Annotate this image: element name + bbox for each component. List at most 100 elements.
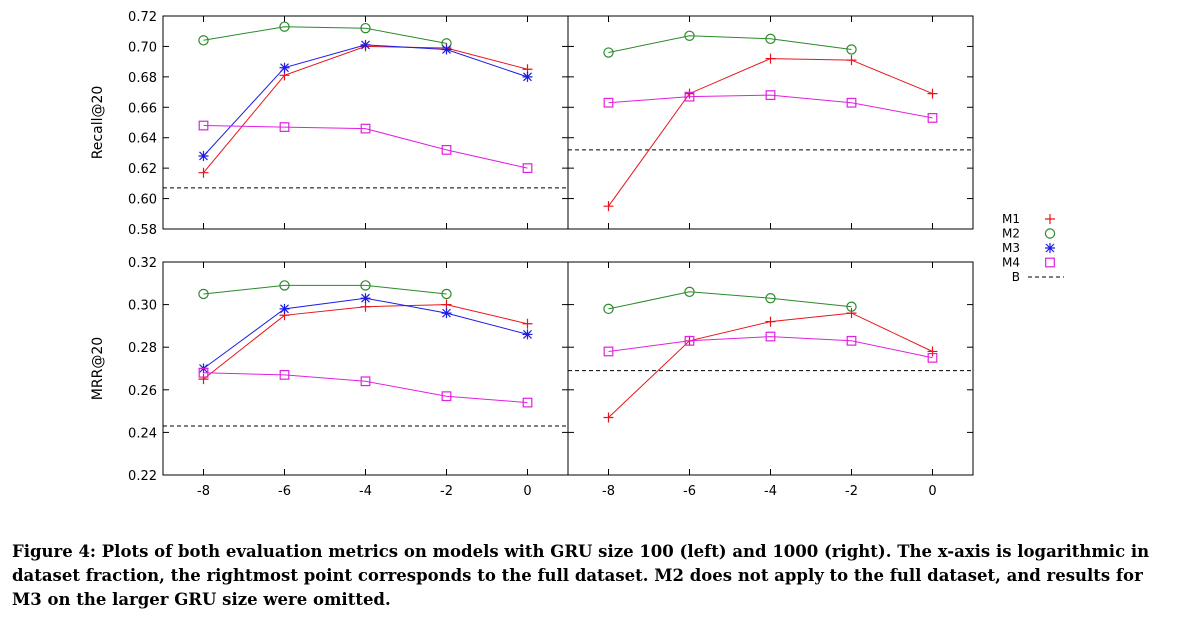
bottom-left-series-M3-point bbox=[441, 308, 452, 319]
legend-label-M4: M4 bbox=[1002, 256, 1020, 270]
top-right-series-M1-point bbox=[765, 53, 776, 64]
legend-label-M2: M2 bbox=[1002, 227, 1020, 241]
bottom-left-ytick-label: 0.26 bbox=[128, 384, 157, 399]
top-right-series-M2-point bbox=[765, 33, 776, 45]
bottom-right-series-M1-point bbox=[603, 412, 614, 423]
bottom-left-xtick-label: 0 bbox=[523, 484, 531, 499]
bottom-left-series-M4-point bbox=[198, 367, 209, 378]
legend-key-M4 bbox=[1045, 257, 1055, 268]
top-left-ytick-label: 0.68 bbox=[128, 71, 157, 86]
legend-label-M3: M3 bbox=[1002, 241, 1020, 255]
figure-caption: Figure 4: Plots of both evaluation metri… bbox=[12, 542, 1150, 609]
bottom-right-series-M2-point bbox=[846, 301, 857, 312]
legend-key-M3 bbox=[1045, 243, 1055, 253]
bottom-left-series-M2-line bbox=[203, 284, 447, 295]
bottom-left-xtick-label: -8 bbox=[197, 484, 210, 499]
top-left-series-M3-point bbox=[198, 150, 209, 161]
top-left-ytick-label: 0.70 bbox=[128, 40, 157, 55]
top-right-series-M4-point bbox=[603, 97, 614, 108]
top-left-series-M4-point bbox=[279, 122, 290, 132]
bottom-left-series-M4-point bbox=[279, 369, 290, 380]
bottom-left-series-M3-point bbox=[522, 329, 533, 340]
top-left-series-M2-line bbox=[203, 26, 447, 44]
bottom-left-series-M1-point bbox=[522, 318, 533, 329]
bottom-left-ylabel: MRR@20 bbox=[90, 337, 106, 400]
legend-label-M1: M1 bbox=[1002, 212, 1020, 226]
bottom-left-series-M4-line bbox=[203, 372, 528, 404]
bottom-left-series-M1-line bbox=[203, 304, 528, 380]
top-right-series-M1-line bbox=[608, 58, 933, 207]
top-left-series-M4-point bbox=[360, 123, 371, 134]
top-left-ylabel: Recall@20 bbox=[90, 86, 106, 160]
top-left-series-M2-point bbox=[279, 21, 290, 32]
legend-label-B: B bbox=[1012, 270, 1020, 284]
top-left-ytick-label: 0.58 bbox=[128, 223, 157, 238]
top-left-series-M4-point bbox=[441, 144, 452, 155]
bottom-left-series-M4-point bbox=[360, 376, 371, 387]
bottom-left-ytick-label: 0.32 bbox=[128, 256, 157, 271]
bottom-left-series-M2-point bbox=[360, 280, 371, 291]
top-right-series-M4-point bbox=[684, 91, 695, 102]
bottom-right-series-M2-point bbox=[603, 303, 614, 315]
top-right-series-M4-point bbox=[846, 97, 857, 108]
top-left-series-M4-point bbox=[522, 163, 533, 174]
top-left-ytick-label: 0.66 bbox=[128, 101, 157, 116]
bottom-left-series-M4-point bbox=[441, 391, 452, 402]
top-right-series-M2-point bbox=[846, 44, 857, 55]
bottom-left-series-M1-point bbox=[360, 301, 371, 312]
bottom-right-series-M1-point bbox=[846, 308, 857, 319]
top-left-series-M1-line bbox=[203, 45, 528, 174]
top-left-series-M3-point bbox=[522, 71, 533, 82]
bottom-right-series-M4-point bbox=[927, 352, 938, 363]
bottom-left-ytick-label: 0.30 bbox=[128, 299, 157, 314]
top-right-series-M2-point bbox=[684, 30, 695, 41]
bottom-right-xtick-label: -8 bbox=[602, 484, 615, 499]
bottom-right-series-M2-point bbox=[765, 293, 776, 304]
top-left-ytick-label: 0.72 bbox=[128, 10, 157, 25]
top-right-series-M4-point bbox=[927, 113, 938, 123]
bottom-left-series-M4-point bbox=[522, 397, 533, 408]
bottom-right-series-M4-point bbox=[765, 331, 776, 342]
bottom-right-series-M2-point bbox=[684, 286, 695, 298]
top-right-series-M4-line bbox=[608, 94, 933, 119]
top-right-series-M1-point bbox=[927, 88, 938, 99]
top-left-series-M3-line bbox=[203, 44, 528, 157]
top-left-series-M2-point bbox=[198, 35, 209, 46]
bottom-left-series-M3-point bbox=[279, 303, 290, 314]
top-right-series-M2-line bbox=[608, 35, 852, 53]
bottom-right-xtick-label: -6 bbox=[683, 484, 696, 499]
top-right-series-M4-point bbox=[765, 90, 776, 101]
top-left-ytick-label: 0.64 bbox=[128, 132, 157, 147]
bottom-left-xtick-label: -6 bbox=[278, 484, 291, 499]
top-left-series-M3-point bbox=[360, 39, 371, 50]
bottom-right-series-M4-line bbox=[608, 336, 933, 359]
bottom-left-series-M1-point bbox=[441, 299, 452, 310]
bottom-right-series-M1-line bbox=[608, 312, 933, 418]
top-left-series-M2-point bbox=[360, 22, 371, 34]
top-left-series-M3-point bbox=[441, 44, 452, 55]
bottom-right-xtick-label: 0 bbox=[928, 484, 936, 499]
top-left-series-M4-line bbox=[203, 125, 528, 169]
top-left-series-M4-point bbox=[198, 120, 209, 131]
bottom-right-series-M1-point bbox=[927, 346, 938, 357]
bottom-left-series-M1-point bbox=[198, 374, 209, 385]
bottom-left-series-M2-point bbox=[441, 288, 452, 300]
bottom-right-xtick-label: -4 bbox=[764, 484, 777, 499]
chart-figure: 0.58 0.60 0.62 0.64 0.66 0.68 0.70 0.72 Recall@2… bbox=[90, 10, 1064, 499]
top-right-series-M1-point bbox=[603, 201, 614, 212]
bottom-left-ytick-label: 0.28 bbox=[128, 341, 157, 356]
legend-key-M2 bbox=[1044, 228, 1056, 239]
bottom-right-series-M1-point bbox=[765, 316, 776, 327]
bottom-left-series-M3-point bbox=[360, 293, 371, 304]
bottom-right-series-M4-point bbox=[846, 335, 857, 346]
bottom-right-frame bbox=[567, 261, 974, 476]
bottom-right-series-M2-line bbox=[608, 291, 852, 310]
top-right-series-M1-point bbox=[846, 55, 857, 66]
bottom-left-ytick-label: 0.24 bbox=[128, 426, 157, 441]
top-right-frame bbox=[567, 15, 974, 230]
top-left-series-M3-point bbox=[279, 62, 290, 73]
top-left-ytick-label: 0.62 bbox=[128, 162, 157, 177]
bottom-right-series-M4-point bbox=[684, 335, 695, 346]
legend-key-M1 bbox=[1045, 214, 1055, 224]
bottom-left-xtick-label: -2 bbox=[440, 484, 453, 499]
